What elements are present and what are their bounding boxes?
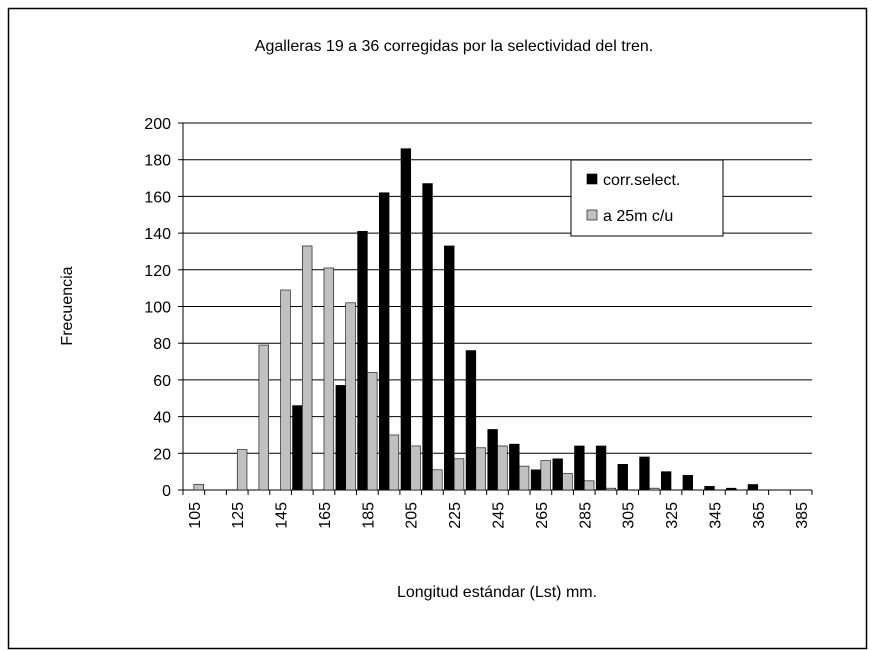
bar: [552, 458, 563, 491]
bar: [530, 469, 542, 491]
x-tick-label: 185: [360, 502, 377, 529]
legend-label: corr.select.: [603, 172, 680, 189]
bar: [323, 267, 335, 491]
x-tick-label: 205: [404, 502, 421, 529]
x-tick-label: 105: [187, 502, 204, 529]
y-tick-label: 120: [144, 263, 171, 280]
bar: [574, 445, 585, 491]
x-tick-label: 365: [751, 502, 768, 529]
chart-title: Agalleras 19 a 36 corregidas por la sele…: [255, 38, 653, 55]
x-tick-label: 345: [707, 502, 724, 529]
chart-frame: [7, 7, 868, 650]
bar: [357, 230, 368, 491]
bar: [562, 473, 573, 491]
y-tick-label: 20: [153, 446, 171, 463]
bar: [660, 471, 672, 491]
bar: [301, 245, 313, 491]
bar: [595, 445, 607, 491]
bar: [509, 443, 520, 491]
bar: [704, 486, 715, 491]
legend-box: [570, 159, 724, 237]
y-tick-label: 200: [144, 116, 171, 133]
bar: [639, 456, 650, 491]
bar: [378, 192, 390, 491]
x-tick-label: 265: [534, 502, 551, 529]
y-tick-label: 180: [144, 153, 171, 170]
y-tick-label: 60: [153, 373, 171, 390]
bar: [444, 245, 455, 491]
bar: [540, 460, 551, 491]
bar: [258, 344, 269, 491]
bar: [432, 469, 443, 491]
legend-label: a 25m c/u: [603, 208, 673, 225]
bar: [367, 372, 378, 491]
bar: [487, 429, 498, 491]
x-tick-label: 385: [794, 502, 811, 529]
bar: [422, 183, 433, 491]
bar: [726, 487, 737, 491]
bar: [518, 465, 530, 491]
x-tick-label: 245: [491, 502, 508, 529]
x-tick-label: 325: [664, 502, 681, 529]
bar: [747, 484, 759, 491]
bar: [617, 464, 628, 491]
bar: [400, 148, 412, 491]
bar: [280, 289, 291, 491]
x-axis-title: Longitud estándar (Lst) mm.: [397, 584, 597, 601]
bar: [605, 487, 617, 491]
x-tick-label: 285: [577, 502, 594, 529]
x-tick-label: 125: [230, 502, 247, 529]
bar: [497, 445, 508, 491]
bar: [410, 445, 421, 491]
bar: [335, 385, 346, 491]
y-tick-label: 100: [144, 300, 171, 317]
bar: [465, 350, 477, 491]
bar: [475, 447, 486, 491]
bar: [236, 449, 248, 491]
y-tick-label: 80: [153, 336, 171, 353]
legend-swatch: [586, 173, 598, 185]
bar: [682, 475, 694, 491]
y-tick-label: 40: [153, 410, 171, 427]
x-tick-label: 165: [317, 502, 334, 529]
bar: [345, 302, 356, 491]
bar: [193, 484, 204, 491]
y-axis-title: Frecuencia: [59, 266, 76, 345]
x-tick-label: 225: [447, 502, 464, 529]
bar: [583, 480, 595, 491]
bar: [453, 458, 465, 491]
bar: [388, 434, 400, 491]
y-tick-label: 160: [144, 189, 171, 206]
y-tick-label: 140: [144, 226, 171, 243]
legend-swatch: [586, 209, 598, 221]
bar: [649, 487, 660, 491]
y-tick-label: 0: [162, 483, 171, 500]
x-tick-label: 145: [274, 502, 291, 529]
bar: [292, 405, 303, 491]
x-tick-label: 305: [621, 502, 638, 529]
